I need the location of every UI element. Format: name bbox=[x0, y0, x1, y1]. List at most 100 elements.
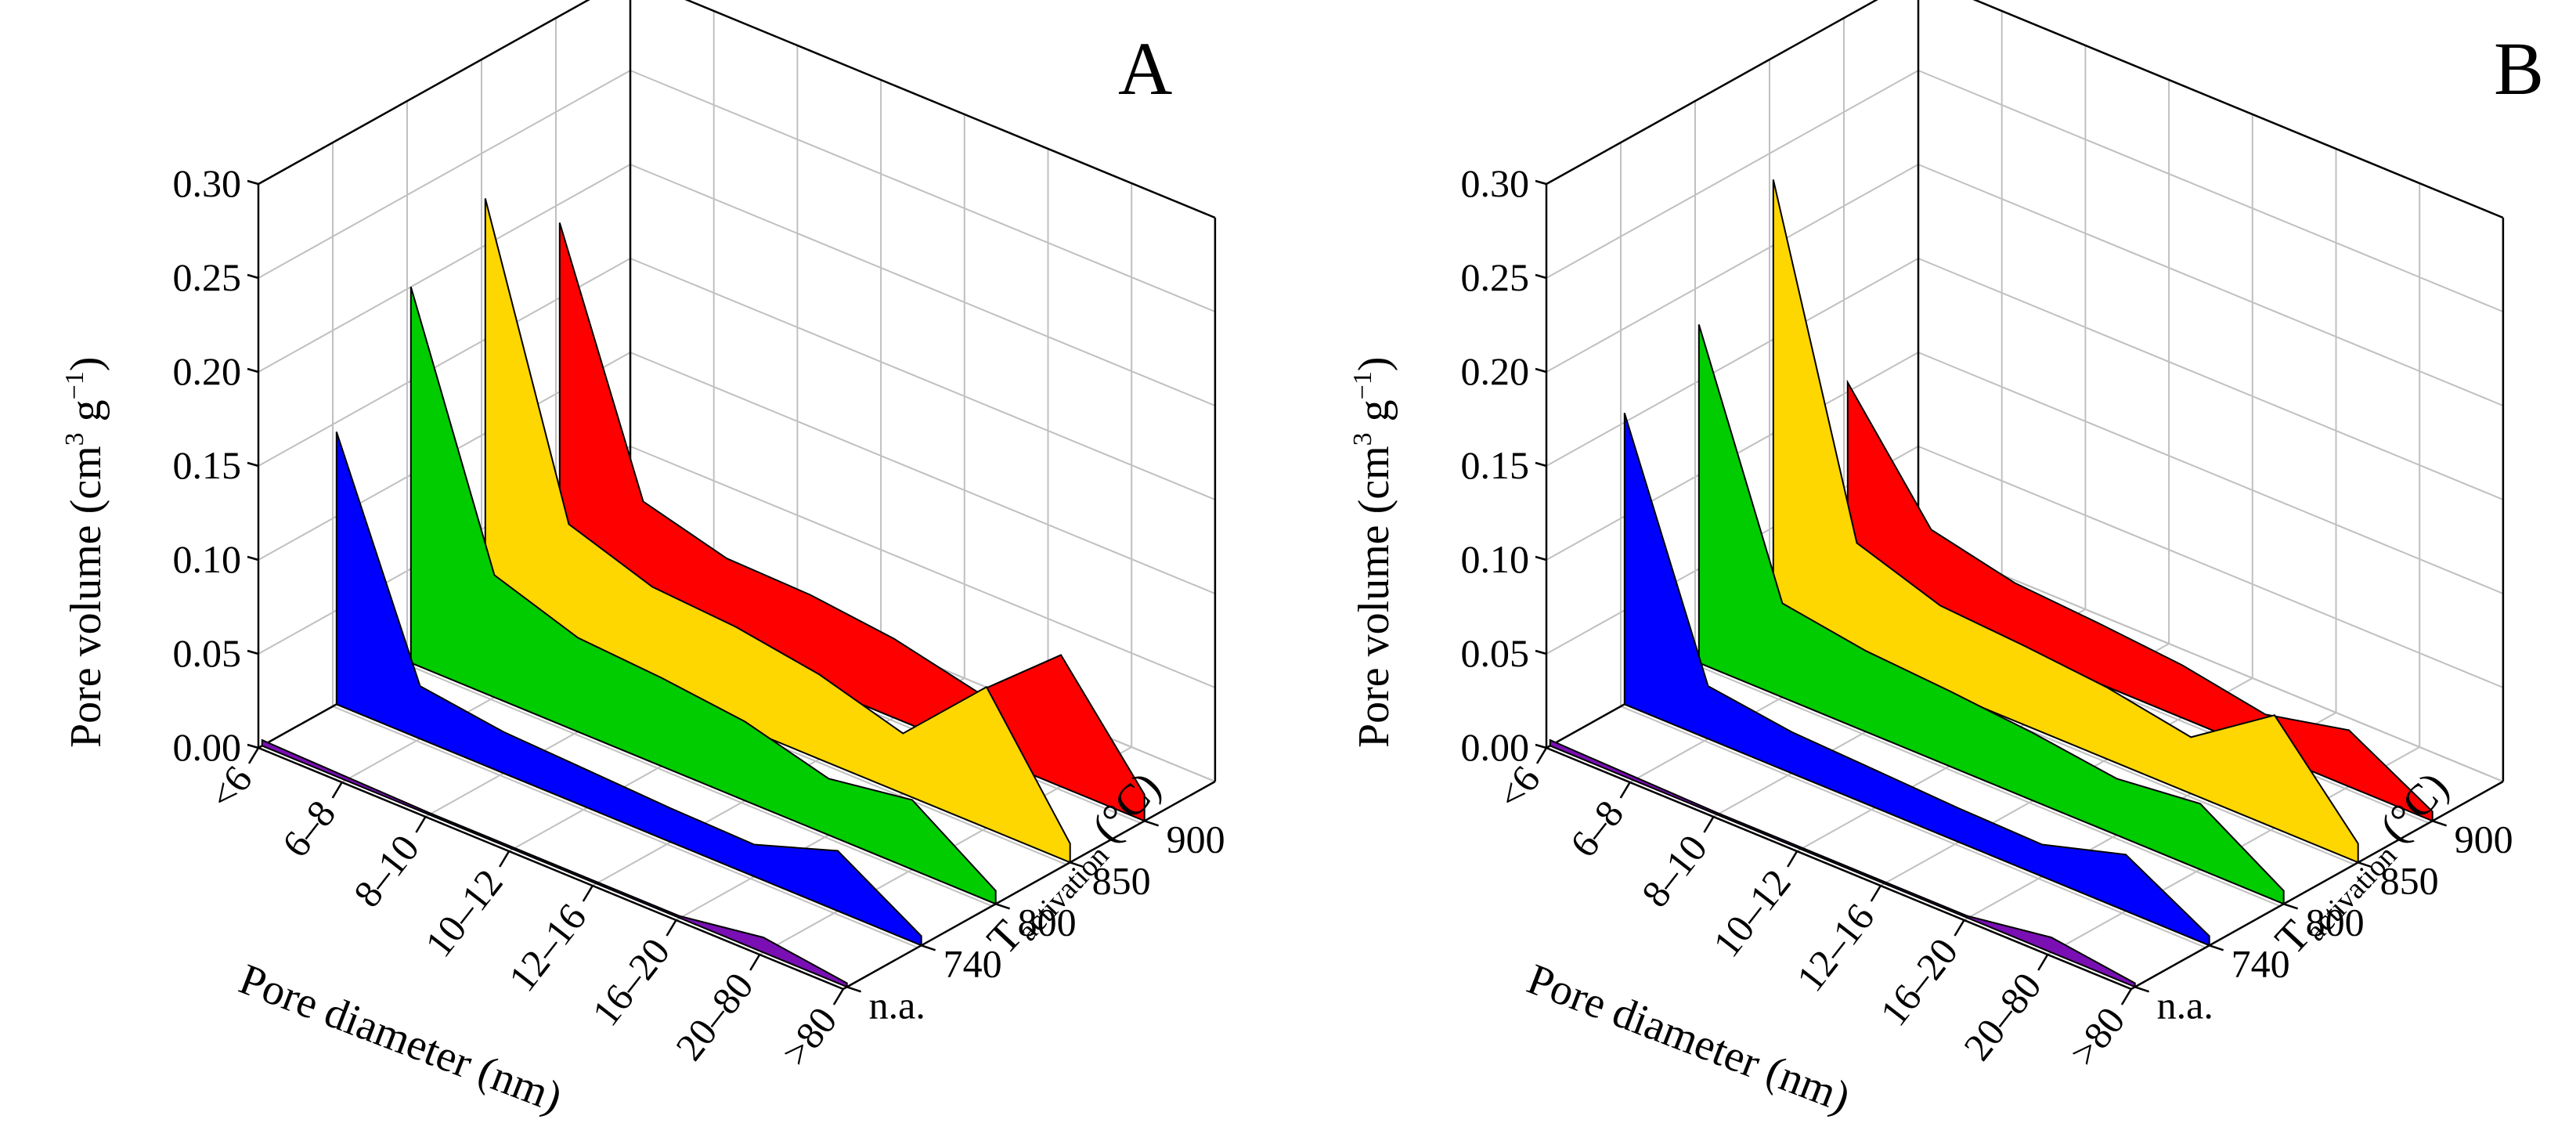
x-tick-mark bbox=[2037, 954, 2049, 971]
y-tick-label: 0.10 bbox=[1461, 537, 1530, 581]
x-tick-mark bbox=[2120, 988, 2132, 1005]
chart-a-svg: 0.000.050.100.150.200.250.30<66–8 8–1010–… bbox=[60, 0, 1225, 1122]
back-wall-gridline bbox=[630, 70, 1216, 312]
z-tick-label: 800 bbox=[1018, 900, 1077, 944]
x-tick-label: 16–20 bbox=[583, 930, 678, 1034]
side-wall-gridline bbox=[258, 164, 631, 373]
x-axis-line bbox=[1546, 746, 2132, 991]
x-tick-mark bbox=[1535, 747, 1548, 764]
y-tick-mark bbox=[247, 743, 259, 749]
z-tick-label: 740 bbox=[943, 941, 1002, 985]
y-tick-mark bbox=[247, 461, 259, 468]
y-tick-label: 0.00 bbox=[173, 725, 242, 769]
side-wall-gridline bbox=[258, 0, 590, 185]
back-wall-gridline bbox=[630, 352, 1216, 594]
y-tick-mark bbox=[1535, 367, 1547, 374]
x-tick-mark bbox=[499, 850, 511, 868]
y-tick-mark bbox=[247, 649, 259, 655]
frame-edge bbox=[258, 0, 590, 186]
y-tick-label: 0.20 bbox=[1461, 349, 1530, 393]
x-tick-label: 12–16 bbox=[1788, 895, 1882, 999]
x-tick-label: 12–16 bbox=[500, 895, 594, 999]
floor-gridline bbox=[406, 664, 993, 907]
z-tick-mark bbox=[2283, 903, 2299, 910]
x-tick-label: 6–8 bbox=[1561, 792, 1632, 865]
x-axis-line bbox=[258, 746, 844, 991]
x-tick-mark bbox=[331, 782, 343, 799]
z-axis-line bbox=[842, 780, 1216, 991]
x-tick-label: 8–10 bbox=[345, 826, 428, 915]
x-tick-label: 6–8 bbox=[273, 792, 344, 865]
back-wall-gridline bbox=[1918, 164, 2504, 406]
x-tick-mark bbox=[1870, 885, 1881, 902]
y-tick-mark bbox=[1535, 461, 1547, 468]
chart-panel-b: 0.00 0.05 0.10 0.15 0.20 0.25 0.30 <6 6–8 8–10 10–… bbox=[1288, 0, 2576, 1130]
x-tick-label: 20–80 bbox=[667, 964, 762, 1068]
x-tick-label: >80 bbox=[2061, 998, 2133, 1074]
back-wall-gridline bbox=[630, 258, 1216, 500]
y-axis-label: Pore volume (cm3 g−1) bbox=[1348, 356, 1398, 748]
floor-gridline bbox=[1694, 664, 2281, 907]
x-tick-label: 10–12 bbox=[417, 861, 511, 965]
y-tick-label: 0.30 bbox=[1461, 161, 1530, 205]
back-wall-gridline bbox=[1918, 352, 2504, 594]
x-tick-label: 8–10 bbox=[1633, 826, 1716, 915]
x-tick-mark bbox=[1703, 816, 1715, 833]
z-tick-label: 900 bbox=[2455, 817, 2513, 861]
y-tick-label: 0.25 bbox=[173, 255, 242, 299]
y-tick-mark bbox=[1535, 743, 1547, 749]
x-tick-mark bbox=[749, 954, 761, 971]
z-tick-mark bbox=[1144, 820, 1160, 827]
y-tick-label: 0.15 bbox=[173, 443, 242, 487]
z-tick-mark bbox=[2134, 986, 2150, 993]
y-tick-mark bbox=[1535, 179, 1547, 186]
side-wall-gridline bbox=[1546, 258, 1919, 467]
x-tick-mark bbox=[1787, 850, 1799, 868]
z-tick-label: 850 bbox=[1092, 858, 1151, 902]
x-tick-mark bbox=[832, 988, 844, 1005]
x-tick-label: 10–12 bbox=[1705, 861, 1799, 965]
z-tick-label: n.a. bbox=[2157, 983, 2213, 1027]
frame-edge bbox=[1972, 0, 2504, 219]
z-tick-mark bbox=[1070, 861, 1085, 868]
z-tick-mark bbox=[2358, 861, 2373, 868]
z-tick-mark bbox=[995, 903, 1011, 910]
z-tick-label: 740 bbox=[2231, 941, 2290, 985]
y-tick-label: 0.15 bbox=[1461, 443, 1530, 487]
y-tick-label: 0.05 bbox=[173, 631, 242, 675]
x-tick-mark bbox=[1619, 782, 1631, 799]
side-wall-gridline bbox=[1546, 164, 1919, 373]
y-tick-mark bbox=[1535, 273, 1547, 280]
y-tick-label: 0.00 bbox=[1461, 725, 1530, 769]
side-wall-gridline bbox=[1546, 0, 1878, 185]
back-wall-gridline bbox=[1918, 70, 2504, 312]
y-tick-label: 0.05 bbox=[1461, 631, 1530, 675]
floor-gridline bbox=[1918, 540, 2504, 782]
frame-edge bbox=[1546, 0, 1878, 186]
back-wall-gridline bbox=[1973, 0, 2504, 218]
z-tick-mark bbox=[846, 986, 862, 993]
x-tick-mark bbox=[415, 816, 427, 833]
z-tick-label: 800 bbox=[2306, 900, 2365, 944]
y-tick-mark bbox=[247, 555, 259, 561]
back-wall-gridline bbox=[630, 164, 1216, 406]
y-tick-label: 0.25 bbox=[1461, 255, 1530, 299]
x-tick-label: >80 bbox=[773, 998, 845, 1074]
floor-gridline bbox=[332, 706, 918, 948]
back-wall-gridline bbox=[630, 446, 1216, 688]
y-tick-label: 0.30 bbox=[173, 161, 242, 205]
z-tick-mark bbox=[921, 944, 936, 951]
y-tick-label: 0.20 bbox=[173, 349, 242, 393]
y-tick-mark bbox=[247, 273, 259, 280]
y-tick-mark bbox=[247, 367, 259, 374]
side-wall-gridline bbox=[1546, 70, 1919, 279]
panel-label: A bbox=[1118, 27, 1172, 110]
y-tick-mark bbox=[247, 179, 259, 186]
back-wall-gridline bbox=[1918, 258, 2504, 500]
z-tick-label: 850 bbox=[2380, 858, 2439, 902]
frame-edge bbox=[684, 0, 1216, 219]
y-tick-mark bbox=[1535, 555, 1547, 561]
y-tick-label: 0.10 bbox=[173, 537, 242, 581]
z-tick-mark bbox=[2432, 820, 2448, 827]
chart-b-svg: 0.000.050.100.150.200.250.30<66–8 8–1010–… bbox=[1348, 0, 2544, 1122]
